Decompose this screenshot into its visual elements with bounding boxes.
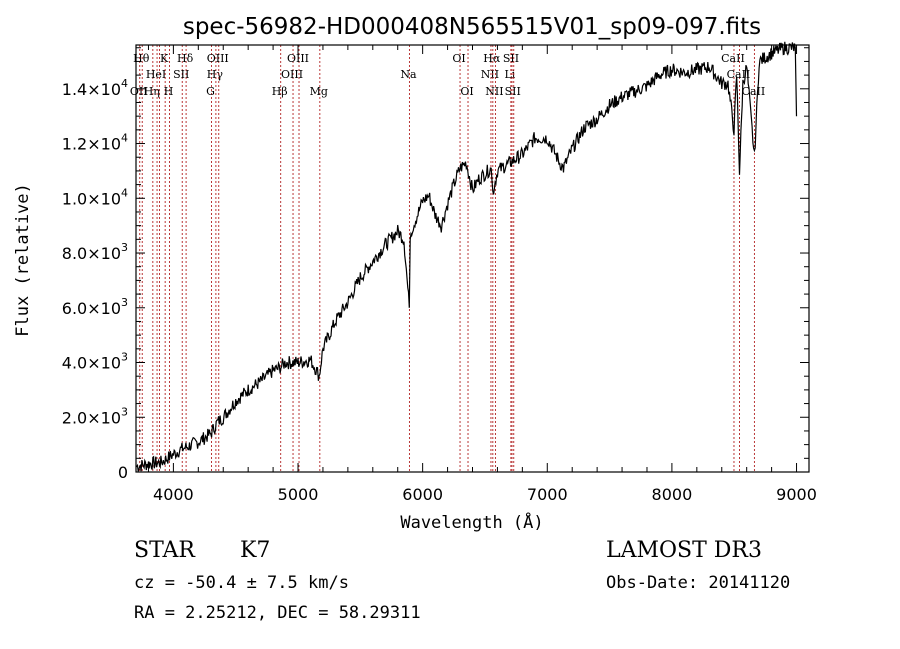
line-marker-label: CaII <box>742 85 766 98</box>
line-markers: HθOIIHηHeIKHSIIHδGHγOIIIHβOIIIOIIIMgNaOI… <box>130 45 765 472</box>
line-marker-label: Mg <box>310 85 328 98</box>
line-marker-label: OI <box>452 52 465 65</box>
survey-name: LAMOST DR3 <box>606 538 762 563</box>
x-axis: 4000 5000 6000 7000 8000 9000 <box>147 45 817 504</box>
y-tick-label: 4.0×103 <box>62 351 128 373</box>
line-marker-label: SII <box>505 85 521 98</box>
line-marker-label: OIII <box>207 52 229 65</box>
y-tick-label: 6.0×103 <box>62 296 128 318</box>
spectral-type: K7 <box>240 538 271 563</box>
y-tick-label: 1.2×104 <box>62 132 128 154</box>
x-tick-label: 5000 <box>278 485 319 504</box>
y-axis: 0 2.0×103 4.0×103 6.0×103 8.0×103 1.0×104 1.2×… <box>62 47 809 482</box>
line-marker-label: Li <box>504 68 515 81</box>
line-marker-label: NII <box>481 68 499 81</box>
y-tick-label: 2.0×103 <box>62 405 128 427</box>
x-tick-label: 9000 <box>776 485 817 504</box>
y-axis-label: Flux (relative) <box>13 183 33 337</box>
object-class: STAR <box>134 538 195 563</box>
line-marker-label: CaII <box>727 68 751 81</box>
plot-frame <box>135 44 810 473</box>
line-marker-label: Hβ <box>272 85 288 98</box>
line-marker-label: Hγ <box>207 68 224 81</box>
line-marker-label: Na <box>400 68 417 81</box>
y-tick-label: 0 <box>118 463 128 482</box>
line-marker-label: Hα <box>483 52 501 65</box>
line-marker-label: OI <box>460 85 473 98</box>
y-tick-label: 1.0×104 <box>62 186 128 208</box>
coordinates-text: RA = 2.25212, DEC = 58.29311 <box>134 603 421 623</box>
line-marker-label: K <box>160 52 169 65</box>
line-marker-label: OIII <box>281 68 303 81</box>
line-marker-label: G <box>206 85 215 98</box>
line-marker-label: OII <box>130 85 148 98</box>
x-tick-label: 7000 <box>527 485 568 504</box>
chart-title: spec-56982-HD000408N565515V01_sp09-097.f… <box>183 14 761 40</box>
redshift-text: cz = -50.4 ± 7.5 km/s <box>134 573 349 593</box>
x-axis-label: Wavelength (Å) <box>400 511 543 533</box>
line-marker-label: SII <box>503 52 519 65</box>
spectrum-line <box>136 41 798 472</box>
line-marker-label: SII <box>173 68 189 81</box>
line-marker-label: CaII <box>721 52 745 65</box>
y-tick-label: 1.4×104 <box>62 77 128 99</box>
line-marker-label: Hη <box>144 85 160 98</box>
line-marker-label: Hδ <box>177 52 194 65</box>
obs-date: Obs-Date: 20141120 <box>606 573 791 593</box>
line-marker-label: OIII <box>287 52 309 65</box>
line-marker-label: H <box>164 85 174 98</box>
x-tick-label: 8000 <box>652 485 693 504</box>
x-tick-label: 4000 <box>153 485 194 504</box>
x-tick-label: 6000 <box>402 485 443 504</box>
line-marker-label: HeI <box>146 68 166 81</box>
y-tick-label: 8.0×103 <box>62 241 128 263</box>
line-marker-label: NII <box>485 85 503 98</box>
